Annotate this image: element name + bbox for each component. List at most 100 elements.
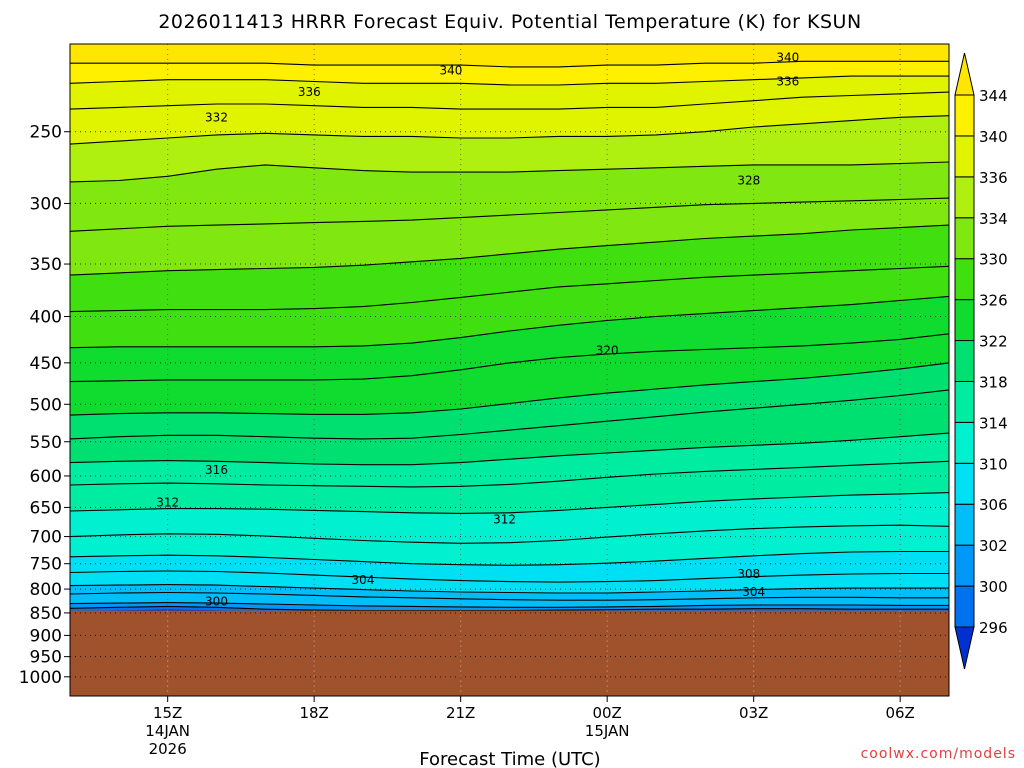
- plot-frame: [69, 43, 950, 697]
- colorbar-label-296: 296: [979, 619, 1008, 637]
- colorbar-over-arrow: [954, 52, 975, 96]
- contour-lines: [70, 60, 949, 612]
- colorbar-swatch-334: [954, 176, 975, 219]
- x-tick-label-06Z: 06Z: [885, 704, 914, 722]
- colorbar-label-310: 310: [979, 455, 1008, 473]
- colorbar-swatch-326: [954, 258, 975, 301]
- y-tick-label-800: 800: [30, 580, 62, 600]
- contour-label-text: 312: [156, 496, 179, 510]
- y-tick-label-600: 600: [30, 467, 62, 487]
- contour-line-336: [70, 115, 949, 145]
- contour-label-336: 336: [776, 74, 799, 88]
- colorbar: 296 300 302 306 310 314 318 322 326 330 334 336 340 3…: [954, 52, 1008, 670]
- contour-label-332: 332: [205, 110, 228, 124]
- contour-label-340: 340: [776, 51, 799, 65]
- y-axis: 2503003504004505005506006507007508008509…: [19, 123, 70, 688]
- colorbar-label-344: 344: [979, 87, 1008, 105]
- contour-label-text: 304: [352, 573, 375, 587]
- y-tick-label-950: 950: [30, 648, 62, 668]
- contour-label-text: 316: [205, 463, 228, 477]
- contour-line-340: [70, 75, 949, 86]
- contour-label-text: 300: [205, 595, 228, 609]
- colorbar-label-336: 336: [979, 169, 1008, 187]
- y-tick-label-850: 850: [30, 604, 62, 624]
- contour-label-text: 336: [298, 85, 321, 99]
- colorbar-swatch-322: [954, 299, 975, 342]
- colorbar-label-306: 306: [979, 496, 1008, 514]
- contour-label-text: 320: [596, 343, 619, 357]
- contour-line-308: [70, 570, 949, 583]
- contour-label-336: 336: [298, 85, 321, 99]
- contour-line-310: [70, 550, 949, 566]
- x-tick-label-03Z: 03Z: [739, 704, 768, 722]
- contour-label-text: 336: [776, 74, 799, 88]
- x-tick-label-15Z: 15Z: [153, 704, 182, 722]
- contour-line-342: [70, 60, 949, 68]
- y-tick-label-400: 400: [30, 308, 62, 328]
- y-tick-label-650: 650: [30, 498, 62, 518]
- colorbar-swatch-340: [954, 94, 975, 137]
- contour-line-320: [70, 389, 949, 440]
- y-tick-label-500: 500: [30, 395, 62, 415]
- y-tick-label-350: 350: [30, 255, 62, 275]
- contour-label-316: 316: [205, 463, 228, 477]
- contour-line-322: [70, 362, 949, 416]
- contour-line-316: [70, 460, 949, 488]
- contour-label-304: 304: [742, 585, 765, 599]
- contour-line-314: [70, 492, 949, 514]
- ground-fill: [70, 610, 949, 696]
- contour-line-330: [70, 224, 949, 276]
- x-tick-date-00Z: 15JAN: [585, 722, 630, 740]
- contour-line-332: [70, 197, 949, 232]
- colorbar-label-334: 334: [979, 210, 1008, 228]
- y-tick-label-550: 550: [30, 433, 62, 453]
- credit-text: coolwx.com/models: [861, 746, 1016, 762]
- y-tick-label-300: 300: [30, 194, 62, 214]
- y-tick-label-250: 250: [30, 123, 62, 143]
- contour-labels: 340 340 336 336 332 328 320 316 312 312 308 304 304 3…: [156, 51, 799, 609]
- contour-line-304: [70, 591, 949, 601]
- colorbar-swatch-296: [954, 585, 975, 628]
- contour-line-306: [70, 584, 949, 594]
- colorbar-swatch-310: [954, 421, 975, 464]
- colorbar-label-326: 326: [979, 292, 1008, 310]
- theta-e-fills: [70, 44, 949, 696]
- contour-label-304: 304: [352, 573, 375, 587]
- colorbar-label-318: 318: [979, 373, 1008, 391]
- contour-label-text: 332: [205, 110, 228, 124]
- contour-line-302: [70, 602, 949, 608]
- contour-label-312: 312: [493, 512, 516, 526]
- colorbar-swatch-330: [954, 217, 975, 260]
- colorbar-label-330: 330: [979, 251, 1008, 269]
- contour-label-300: 300: [205, 595, 228, 609]
- contour-line-326: [70, 295, 949, 349]
- contour-line-328: [70, 265, 949, 313]
- colorbar-swatch-302: [954, 503, 975, 546]
- colorbar-swatch-336: [954, 135, 975, 178]
- colorbar-swatch-318: [954, 340, 975, 382]
- contour-label-text: 312: [493, 512, 516, 526]
- contour-line-318: [70, 432, 949, 466]
- contour-label-340: 340: [439, 64, 462, 78]
- colorbar-label-314: 314: [979, 414, 1008, 432]
- colorbar-label-300: 300: [979, 578, 1008, 596]
- y-tick-label-900: 900: [30, 626, 62, 646]
- x-tick-label-18Z: 18Z: [299, 704, 328, 722]
- x-tick-date-15Z: 14JAN: [145, 722, 190, 740]
- x-tick-year-15Z: 2026: [149, 740, 187, 758]
- y-tick-label-1000: 1000: [19, 668, 62, 688]
- contour-label-312: 312: [156, 496, 179, 510]
- colorbar-label-340: 340: [979, 128, 1008, 146]
- x-axis-label: Forecast Time (UTC): [419, 749, 600, 768]
- colorbar-label-302: 302: [979, 537, 1008, 555]
- contour-line-312: [70, 524, 949, 544]
- colorbar-under-arrow: [954, 626, 975, 670]
- contour-label-text: 328: [737, 173, 760, 187]
- x-tick-label-21Z: 21Z: [446, 704, 475, 722]
- contour-line-338: [70, 91, 949, 110]
- contour-label-text: 340: [776, 51, 799, 65]
- colorbar-swatch-314: [954, 380, 975, 423]
- colorbar-swatch-300: [954, 544, 975, 587]
